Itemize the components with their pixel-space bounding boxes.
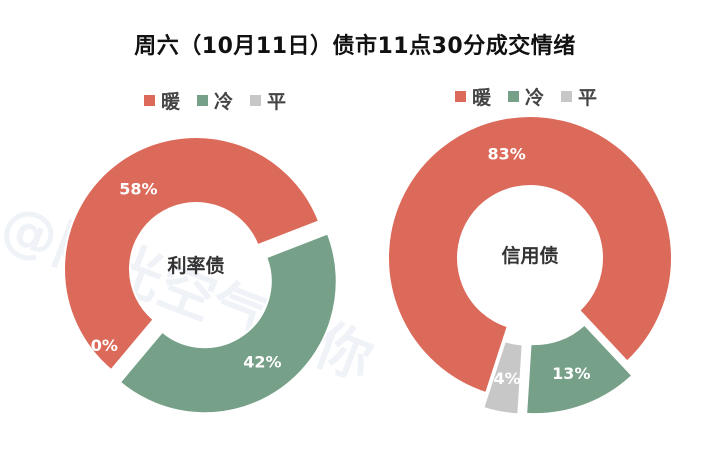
center-label-left: 利率债 xyxy=(167,254,224,277)
slice-percent-label: 58% xyxy=(119,180,157,199)
legend-swatch-cold xyxy=(197,95,208,106)
legend-label-flat: 平 xyxy=(267,91,286,113)
legend-right: 暖 冷 平 xyxy=(455,86,597,109)
legend-label-warm: 暖 xyxy=(472,86,492,109)
slice-percent-label: 0% xyxy=(91,336,118,355)
donut-slice-flat xyxy=(482,339,524,416)
legend-label-cold: 冷 xyxy=(525,86,544,109)
donut-slice-cold xyxy=(525,323,634,416)
legend-swatch-flat xyxy=(250,95,261,106)
donut-slice-warm xyxy=(63,136,321,372)
donut-slice-warm xyxy=(387,115,673,395)
legend-swatch-cold xyxy=(508,91,519,102)
donut-chart-right: 83% 13% 4% xyxy=(387,115,673,416)
slice-percent-label: 13% xyxy=(552,364,590,383)
slice-percent-label: 83% xyxy=(488,145,526,164)
chart-title: 周六（10月11日）债市11点30分成交情绪 xyxy=(134,34,576,59)
legend-swatch-flat xyxy=(561,91,572,102)
legend-left: 暖 冷 平 xyxy=(144,90,286,113)
slice-percent-label: 4% xyxy=(494,369,521,388)
donut-slice-cold xyxy=(118,232,338,415)
donut-chart-left: 58% 42% 0% xyxy=(63,136,338,415)
legend-label-cold: 冷 xyxy=(214,90,233,113)
legend-label-flat: 平 xyxy=(578,87,597,109)
legend-label-warm: 暖 xyxy=(161,90,181,113)
center-label-right: 信用债 xyxy=(501,244,558,267)
legend-swatch-warm xyxy=(455,91,466,102)
slice-percent-label: 42% xyxy=(243,353,281,372)
legend-swatch-warm xyxy=(144,95,155,106)
